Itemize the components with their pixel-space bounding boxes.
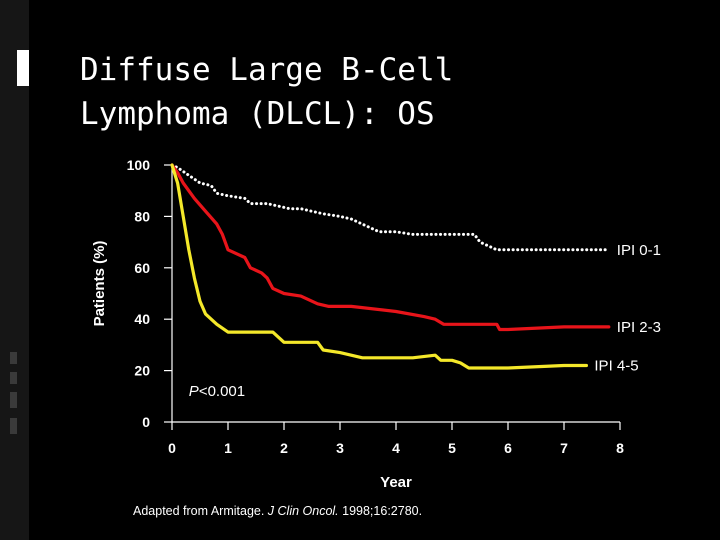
title-line-1: Diffuse Large B-Cell [80,52,454,88]
p-value-symbol: P [189,383,199,400]
source-footnote: Adapted from Armitage. J Clin Oncol. 199… [133,504,422,518]
stripe-block [10,352,17,364]
series-label-ipi-0-1: IPI 0-1 [617,242,661,259]
x-tick-label: 0 [168,440,176,456]
title-accent-bar [17,50,29,86]
chart-series [170,163,611,370]
x-tick-label: 4 [392,440,400,456]
x-tick-label: 2 [280,440,288,456]
stripe-block [10,372,17,384]
x-tick-label: 7 [560,440,568,456]
footnote-journal: J Clin Oncol. [267,504,339,518]
y-tick-label: 0 [142,414,150,430]
chart-axes [164,164,621,430]
x-tick-label: 1 [224,440,232,456]
y-tick-label: 100 [127,157,151,173]
title-line-2: Lymphoma (DLCL): OS [80,96,435,132]
footnote-prefix: Adapted from Armitage. [133,504,268,518]
series-label-ipi-4-5: IPI 4-5 [594,357,638,374]
p-value-annotation: P<0.001 [189,383,245,400]
x-tick-label: 5 [448,440,456,456]
stripe-block [10,392,17,408]
series-line-ipi-4-5 [170,163,588,370]
x-tick-label: 8 [616,440,624,456]
x-tick-label: 3 [336,440,344,456]
y-tick-label: 80 [134,208,150,224]
series-line-ipi-0-1 [170,163,611,252]
stripe-block [10,418,17,434]
series-line-ipi-2-3 [170,163,611,332]
page-title: Diffuse Large B-Cell Lymphoma (DLCL): OS [80,48,453,136]
p-value-text: <0.001 [199,383,245,400]
y-tick-label: 40 [134,311,150,327]
x-tick-label: 6 [504,440,512,456]
series-label-ipi-2-3: IPI 2-3 [617,319,661,336]
y-tick-label: 60 [134,260,150,276]
left-decorative-stripe [0,0,29,540]
y-tick-label: 20 [134,363,150,379]
y-axis-label: Patients (%) [91,241,108,327]
x-axis-label: Year [380,474,412,491]
chart-labels: 0 20 40 60 80 100 0 1 2 3 4 5 6 7 8 Year Patients (%) IPI… [91,157,661,491]
footnote-suffix: 1998;16:2780. [338,504,423,518]
